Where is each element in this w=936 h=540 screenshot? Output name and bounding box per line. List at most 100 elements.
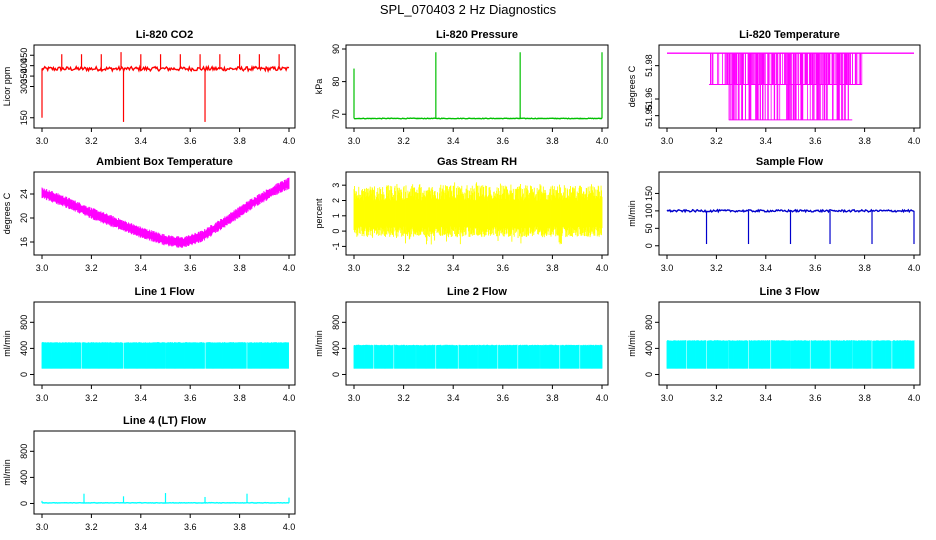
x-tick-label: 4.0	[908, 263, 921, 273]
x-tick-label: 3.4	[135, 136, 148, 146]
y-tick-label: 300	[19, 79, 29, 94]
y-tick-label: 0	[644, 243, 654, 248]
y-tick-label: 400	[644, 341, 654, 356]
x-tick-label: 3.8	[858, 393, 871, 403]
series-line	[666, 208, 915, 214]
x-tick-label: 3.4	[135, 393, 148, 403]
y-tick-label: 50	[644, 223, 654, 233]
y-axis-label: percent	[314, 198, 324, 229]
chart-panel-10: Line 4 (LT) Flow ml/min 0 400 800 3.0 3.2 3.4 3.…	[2, 415, 296, 532]
y-tick-label: 20	[19, 213, 29, 223]
y-tick-label: 450	[19, 48, 29, 63]
y-tick-label: 350	[19, 69, 29, 84]
y-tick-label: 70	[331, 109, 341, 119]
chart-title: Li-820 Temperature	[739, 29, 840, 41]
x-tick-label: 3.2	[710, 136, 723, 146]
x-tick-label: 3.8	[233, 393, 246, 403]
y-tick-label: 80	[331, 77, 341, 87]
x-tick-label: 3.8	[546, 393, 559, 403]
y-tick-label: 51.98	[644, 54, 654, 77]
y-tick-label: 400	[19, 58, 29, 73]
y-tick-label: 400	[19, 341, 29, 356]
x-tick-label: 3.8	[546, 136, 559, 146]
x-tick-label: 3.2	[710, 263, 723, 273]
plot-frame	[33, 44, 296, 129]
x-tick-label: 3.6	[497, 263, 510, 273]
x-tick-label: 3.4	[447, 136, 460, 146]
x-tick-label: 3.8	[858, 263, 871, 273]
x-tick-label: 3.6	[184, 263, 197, 273]
chart-title: Line 2 Flow	[447, 286, 507, 298]
y-axis-label: ml/min	[314, 330, 324, 357]
x-tick-label: 3.6	[809, 263, 822, 273]
y-axis-label: ml/min	[627, 200, 637, 227]
y-tick-label: -1	[331, 242, 341, 250]
y-tick-label: 0	[19, 372, 29, 377]
x-tick-label: 3.6	[184, 393, 197, 403]
x-tick-label: 3.2	[397, 136, 410, 146]
x-tick-label: 4.0	[908, 136, 921, 146]
chart-title: Line 4 (LT) Flow	[123, 415, 206, 427]
y-tick-label: 51.95	[644, 104, 654, 127]
y-axis-label: kPa	[314, 79, 324, 95]
x-tick-label: 4.0	[596, 263, 609, 273]
x-tick-label: 3.4	[760, 393, 773, 403]
x-tick-label: 3.2	[397, 393, 410, 403]
x-tick-label: 3.4	[135, 522, 148, 532]
y-tick-label: 0	[331, 229, 341, 234]
x-tick-label: 3.8	[233, 522, 246, 532]
plot-frame	[345, 171, 609, 256]
y-tick-label: 16	[19, 237, 29, 247]
x-tick-label: 3.0	[36, 136, 49, 146]
y-tick-label: 90	[331, 44, 341, 54]
chart-panel-2: Li-820 Pressure kPa 70 80 90 3.0 3.2 3.4 3.6 3.8 4…	[314, 29, 609, 146]
chart-title: Line 1 Flow	[135, 286, 195, 298]
x-tick-label: 3.0	[36, 393, 49, 403]
chart-title: Sample Flow	[756, 156, 824, 168]
chart-panel-4: Ambient Box Temperature degrees C 16 20 24 3.…	[2, 156, 296, 273]
x-tick-label: 3.2	[710, 393, 723, 403]
plot-frame	[33, 301, 296, 386]
y-tick-label: 3	[331, 183, 341, 188]
y-axis-label: ml/min	[2, 330, 12, 357]
y-tick-label: 2	[331, 198, 341, 203]
x-tick-label: 3.6	[809, 136, 822, 146]
plot-frame	[658, 44, 921, 129]
x-tick-label: 3.2	[85, 136, 98, 146]
y-axis-label: Licor ppm	[2, 67, 12, 107]
chart-title: Li-820 CO2	[136, 29, 193, 41]
x-tick-label: 3.4	[760, 263, 773, 273]
plot-frame	[658, 301, 921, 386]
page-title: SPL_070403 2 Hz Diagnostics	[379, 2, 557, 17]
x-tick-label: 3.2	[85, 393, 98, 403]
x-tick-label: 4.0	[596, 393, 609, 403]
x-tick-label: 3.4	[760, 136, 773, 146]
x-tick-label: 4.0	[596, 136, 609, 146]
y-tick-label: 800	[19, 444, 29, 459]
series-line	[353, 117, 603, 120]
x-tick-label: 3.0	[36, 522, 49, 532]
x-tick-label: 3.0	[348, 136, 361, 146]
x-tick-label: 3.2	[85, 522, 98, 532]
x-tick-label: 3.4	[447, 263, 460, 273]
y-axis-label: degrees C	[627, 65, 637, 107]
y-tick-label: 800	[331, 315, 341, 330]
x-tick-label: 3.6	[497, 393, 510, 403]
x-tick-label: 3.8	[233, 263, 246, 273]
y-tick-label: 800	[644, 315, 654, 330]
series-line	[41, 64, 290, 74]
plot-frame	[345, 44, 609, 129]
x-tick-label: 3.0	[348, 393, 361, 403]
y-tick-label: 0	[331, 372, 341, 377]
chart-panel-7: Line 1 Flow ml/min 0 400 800 3.0 3.2 3.4 3.6 3.8 4…	[2, 286, 296, 403]
plot-frame	[345, 301, 609, 386]
y-tick-label: 800	[19, 315, 29, 330]
y-tick-label: 100	[644, 203, 654, 218]
y-tick-label: 400	[19, 470, 29, 485]
y-tick-label: 0	[644, 372, 654, 377]
x-tick-label: 3.6	[184, 522, 197, 532]
chart-panel-6: Sample Flow ml/min 0 50 100 150 3.0 3.2 3.4 3.6 3.…	[627, 156, 921, 273]
x-tick-label: 3.6	[184, 136, 197, 146]
x-tick-label: 4.0	[283, 263, 296, 273]
